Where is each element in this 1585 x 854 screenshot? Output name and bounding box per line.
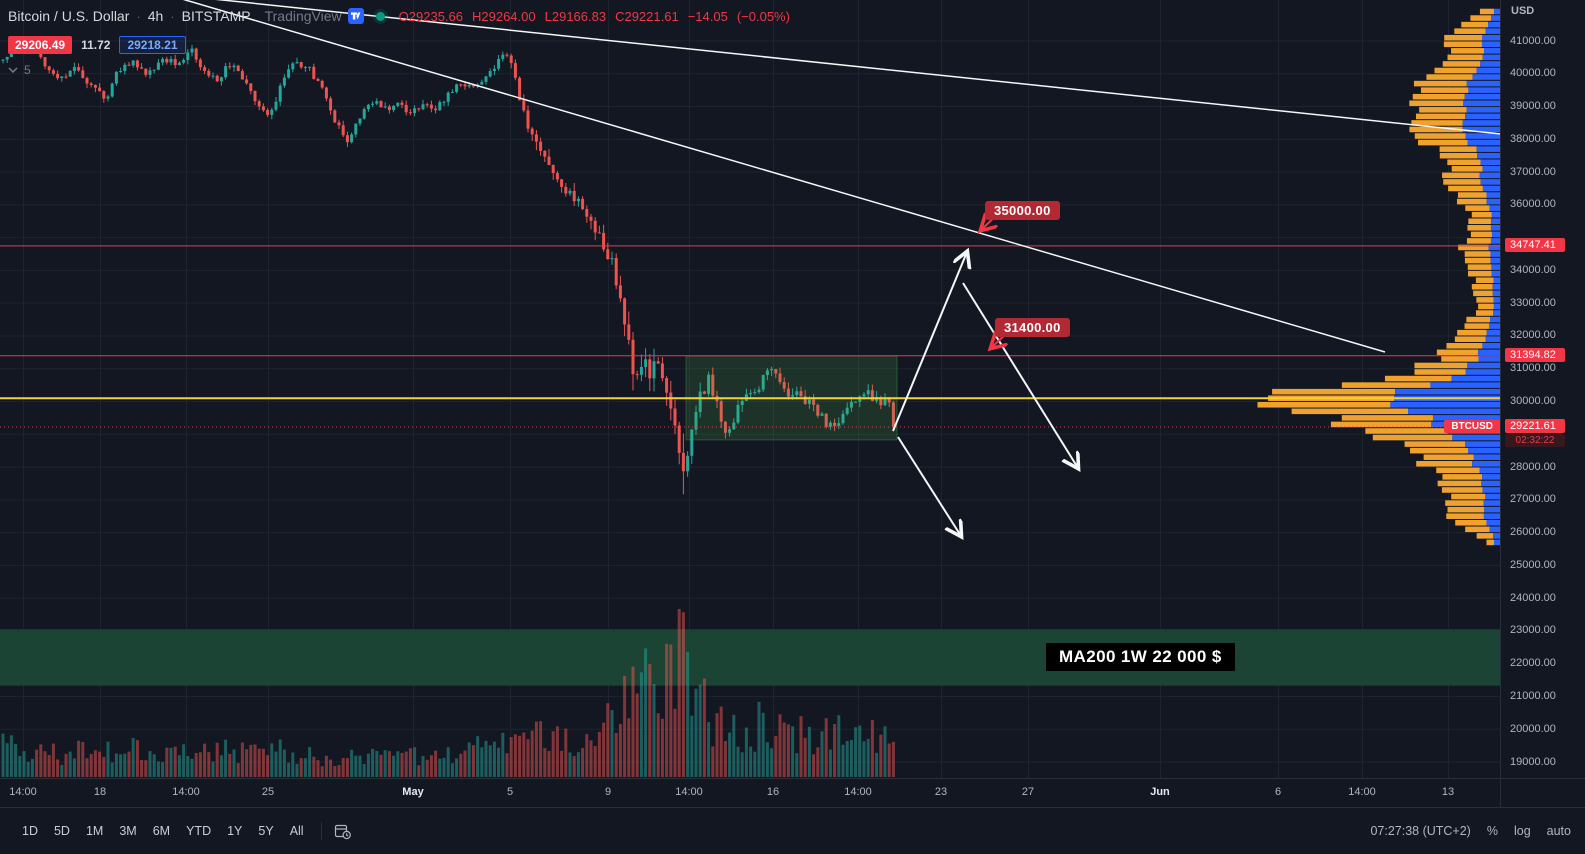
time-tick: 9	[604, 786, 612, 798]
time-tick: 27	[1021, 786, 1035, 798]
price-badge-red: 29206.49	[8, 36, 73, 54]
legend: Bitcoin / U.S. Dollar · 4h · BITSTAMP Tr…	[8, 6, 790, 77]
ohlc-open: O29235.66	[398, 8, 463, 24]
volume-profile	[1257, 8, 1500, 546]
price-tick: 36000.00	[1510, 198, 1556, 211]
price-tick: 20000.00	[1510, 722, 1556, 735]
range-buttons: 1D 5D 1M 3M 6M YTD 1Y 5Y All	[14, 820, 312, 842]
time-tick: 25	[261, 786, 275, 798]
price-tick: 23000.00	[1510, 624, 1556, 637]
time-tick: 14:00	[1348, 786, 1376, 798]
ma200-zone-label[interactable]: MA200 1W 22 000 $	[1046, 643, 1235, 671]
price-tick: 41000.00	[1510, 34, 1556, 47]
price-tick: 26000.00	[1510, 526, 1556, 539]
range-button-ytd[interactable]: YTD	[186, 824, 212, 838]
time-tick: 14:00	[675, 786, 703, 798]
price-tick: 25000.00	[1510, 558, 1556, 571]
time-tick: 14:00	[172, 786, 200, 798]
time-axis[interactable]: 14:00 18 14:00 25 May 5 9 14:00 16 14:00 23 27 Jun 6 1…	[0, 778, 1500, 807]
toolbar-separator	[320, 822, 322, 840]
last-price-badge: 29221.61	[1505, 419, 1565, 433]
ohlc-change-pct: (−0.05%)	[736, 8, 790, 24]
auto-scale-button[interactable]: auto	[1546, 824, 1571, 838]
range-button-1y[interactable]: 1Y	[227, 824, 243, 838]
range-button-5y[interactable]: 5Y	[258, 824, 274, 838]
price-tick: 30000.00	[1510, 395, 1556, 407]
separator-dot: ·	[136, 8, 141, 24]
time-tick: Jun	[1150, 786, 1170, 798]
time-tick: 16	[766, 786, 780, 798]
price-tick: 19000.00	[1510, 755, 1556, 768]
price-tick: 33000.00	[1510, 296, 1556, 309]
bottom-toolbar: 1D 5D 1M 3M 6M YTD 1Y 5Y All 07:27:38 (UTC+2) % …	[0, 807, 1585, 854]
price-chart-canvas[interactable]	[0, 0, 1500, 778]
tradingview-logo-icon	[347, 8, 364, 24]
separator-dot: ·	[170, 8, 175, 24]
time-tick: 6	[1274, 786, 1282, 798]
price-level-badge: 31394.82	[1505, 347, 1565, 362]
chevron-down-icon	[8, 67, 18, 73]
spread-value: 11.72	[81, 38, 111, 52]
symbol-title[interactable]: Bitcoin / U.S. Dollar	[8, 8, 130, 24]
toolbar-right-group: 07:27:38 (UTC+2) % log auto	[1370, 824, 1571, 838]
price-tick: 28000.00	[1510, 460, 1556, 473]
percent-scale-button[interactable]: %	[1486, 824, 1498, 838]
ohlc-close: C29221.61	[615, 8, 679, 24]
range-button-1m[interactable]: 1M	[85, 824, 104, 838]
objects-count: 5	[24, 63, 31, 77]
range-button-5d[interactable]: 5D	[53, 824, 70, 838]
exchange-label: BITSTAMP	[181, 8, 251, 24]
price-axis[interactable]: USD 41000.00 40000.00 39000.00 38000.00 3700…	[1500, 0, 1585, 778]
last-price-symbol-badge: BTCUSD	[1444, 420, 1500, 433]
price-tick: 34000.00	[1510, 263, 1556, 276]
bar-countdown: 02:32:22	[1505, 434, 1565, 447]
time-tick: 14:00	[844, 786, 872, 798]
drawings[interactable]	[0, 0, 1500, 536]
ohlc-low: L29166.83	[544, 8, 607, 24]
range-button-all[interactable]: All	[289, 824, 304, 838]
time-tick: 14:00	[9, 786, 37, 798]
price-tick: 37000.00	[1510, 165, 1556, 178]
time-tick: 23	[934, 786, 948, 798]
price-tick: 32000.00	[1510, 329, 1556, 342]
range-button-3m[interactable]: 3M	[119, 824, 137, 838]
price-tick: 31000.00	[1510, 362, 1556, 375]
interval-label[interactable]: 4h	[147, 8, 164, 24]
tradingview-watermark: TradingView	[264, 8, 342, 24]
currency-label: USD	[1511, 5, 1535, 17]
ohlc-change: −14.05	[687, 8, 728, 24]
price-tick: 24000.00	[1510, 591, 1556, 604]
time-tick: 18	[93, 786, 107, 798]
chart-region[interactable]: Bitcoin / U.S. Dollar · 4h · BITSTAMP Tr…	[0, 0, 1500, 778]
market-open-status-icon[interactable]	[375, 11, 385, 21]
price-tick: 22000.00	[1510, 657, 1556, 670]
axis-corner	[1500, 778, 1585, 807]
price-callout-35000[interactable]: 35000.00	[985, 201, 1060, 220]
objects-collapse-control[interactable]: 5	[8, 63, 790, 77]
log-scale-button[interactable]: log	[1513, 824, 1531, 838]
range-button-1d[interactable]: 1D	[22, 824, 38, 838]
ohlc-readout: O29235.66 H29264.00 L29166.83 C29221.61 …	[399, 9, 790, 24]
volume-bars	[1, 608, 895, 777]
indicator-values-row: 29206.49 11.72 29218.21	[8, 36, 790, 54]
clock-display[interactable]: 07:27:38 (UTC+2)	[1370, 824, 1471, 838]
time-tick: May	[402, 786, 424, 798]
ohlc-high: H29264.00	[472, 8, 536, 24]
time-tick: 5	[506, 786, 514, 798]
symbol-header-row: Bitcoin / U.S. Dollar · 4h · BITSTAMP Tr…	[8, 6, 790, 26]
time-tick: 13	[1441, 786, 1455, 798]
price-tick: 40000.00	[1510, 67, 1556, 80]
price-tick: 39000.00	[1510, 100, 1556, 113]
go-to-date-icon[interactable]	[331, 820, 354, 843]
price-tick: 27000.00	[1510, 493, 1556, 506]
price-tick: 38000.00	[1510, 132, 1556, 145]
price-level-badge: 34747.41	[1505, 237, 1565, 252]
ma200-zone[interactable]	[0, 629, 1500, 686]
range-button-6m[interactable]: 6M	[152, 824, 171, 838]
price-callout-31400[interactable]: 31400.00	[995, 318, 1070, 337]
price-badge-blue: 29218.21	[119, 36, 186, 54]
price-tick: 21000.00	[1510, 689, 1556, 702]
